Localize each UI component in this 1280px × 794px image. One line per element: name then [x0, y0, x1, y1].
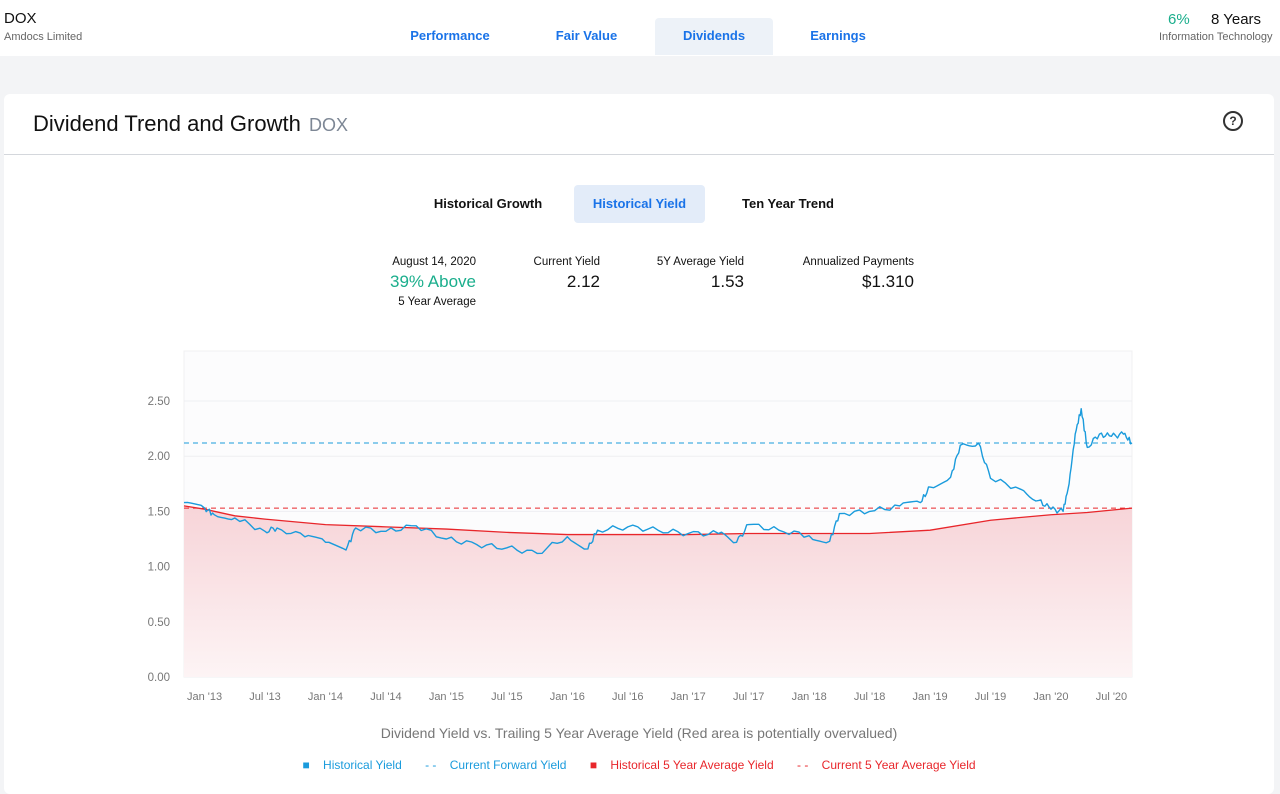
- stat-date: August 14, 2020: [392, 256, 476, 268]
- x-tick-label: Jul '18: [854, 691, 885, 703]
- payments-value: $1.310: [862, 272, 914, 291]
- chart-legend: ■ Historical Yield - - Current Forward Y…: [4, 758, 1274, 772]
- x-tick-label: Jul '13: [249, 691, 280, 703]
- card-title: Dividend Trend and Growth DOX: [33, 111, 348, 137]
- tab-performance[interactable]: Performance: [410, 28, 490, 43]
- x-tick-label: Jan '18: [792, 691, 827, 703]
- current-yield-value: 2.12: [566, 272, 600, 291]
- x-tick-label: Jul '19: [975, 691, 1006, 703]
- dividend-growth-percent: 6%: [1168, 11, 1190, 28]
- legend-label: Historical 5 Year Average Yield: [610, 758, 774, 772]
- y-tick-label: 1.00: [148, 562, 170, 574]
- x-tick-label: Jan '15: [429, 691, 464, 703]
- y-tick-label: 0.00: [148, 672, 170, 684]
- x-tick-label: Jan '13: [187, 691, 222, 703]
- card-title-text: Dividend Trend and Growth: [33, 111, 301, 136]
- subtab-ten-year-trend[interactable]: Ten Year Trend: [741, 196, 834, 211]
- x-tick-label: Jan '17: [671, 691, 706, 703]
- legend-label: Current 5 Year Average Yield: [821, 758, 976, 772]
- x-tick-label: Jan '19: [912, 691, 947, 703]
- y-tick-label: 2.50: [148, 396, 170, 408]
- x-tick-label: Jan '20: [1033, 691, 1068, 703]
- stat-current-yield: Current Yield 2.12: [504, 256, 600, 292]
- x-tick-label: Jul '20: [1096, 691, 1127, 703]
- dividend-growth-years: 8 Years: [1211, 11, 1262, 28]
- avg-yield-value: 1.53: [710, 272, 744, 291]
- payments-label: Annualized Payments: [802, 256, 914, 268]
- subtab-historical-yield[interactable]: Historical Yield: [574, 185, 705, 223]
- top-bar: DOX Amdocs Limited Performance Fair Valu…: [0, 0, 1280, 56]
- legend-label: Current Forward Yield: [449, 758, 567, 772]
- stat-above-average-sub: 5 Year Average: [398, 296, 476, 308]
- avg-yield-label: 5Y Average Yield: [656, 256, 744, 268]
- legend-historical-yield[interactable]: ■ Historical Yield: [297, 758, 406, 772]
- legend-marker: ■: [589, 758, 598, 772]
- y-tick-label: 1.50: [148, 506, 170, 518]
- historical-yield-line: [183, 408, 1133, 555]
- card-title-symbol: DOX: [308, 115, 348, 135]
- help-icon[interactable]: ?: [1223, 111, 1243, 131]
- legend-label: Historical Yield: [323, 758, 402, 772]
- y-tick-label: 2.00: [148, 451, 170, 463]
- x-tick-label: Jan '14: [308, 691, 343, 703]
- x-tick-label: Jul '15: [491, 691, 522, 703]
- subtab-historical-growth[interactable]: Historical Growth: [433, 196, 543, 211]
- x-tick-label: Jul '16: [612, 691, 643, 703]
- dividend-card: Dividend Trend and Growth DOX ? Historic…: [4, 94, 1274, 794]
- x-tick-label: Jul '14: [370, 691, 401, 703]
- avg-yield-line: [183, 505, 1133, 536]
- tab-fair-value[interactable]: Fair Value: [555, 28, 618, 43]
- legend-marker: ■: [302, 758, 310, 772]
- legend-marker: - -: [425, 758, 437, 772]
- chart-caption: Dividend Yield vs. Trailing 5 Year Avera…: [380, 725, 898, 741]
- legend-historical-5y-average[interactable]: ■ Historical 5 Year Average Yield: [585, 758, 779, 772]
- y-tick-label: 0.50: [148, 617, 170, 629]
- card-header: Dividend Trend and Growth DOX ?: [4, 94, 1274, 155]
- yield-chart[interactable]: 0.00 0.50 1.00 1.50 2.00 2.50 Jan '13 Jul '13 Ja…: [4, 94, 1274, 714]
- x-tick-label: Jul '17: [733, 691, 764, 703]
- stat-5y-average-yield: 5Y Average Yield 1.53: [624, 256, 744, 292]
- tab-earnings[interactable]: Earnings: [810, 28, 866, 43]
- x-tick-label: Jan '16: [550, 691, 585, 703]
- legend-current-forward-yield[interactable]: - - Current Forward Yield: [420, 758, 571, 772]
- stat-above-average: 39% Above: [389, 272, 476, 291]
- sector-label: Information Technology: [1159, 31, 1273, 43]
- current-yield-label: Current Yield: [533, 256, 600, 268]
- legend-marker: - -: [796, 758, 809, 772]
- stat-vs-average: August 14, 2020 39% Above 5 Year Average: [344, 256, 476, 308]
- tab-dividends[interactable]: Dividends: [655, 18, 773, 55]
- ticker-symbol: DOX: [4, 10, 37, 27]
- avg-yield-area: [184, 505, 1132, 677]
- legend-current-5y-average[interactable]: - - Current 5 Year Average Yield: [792, 758, 981, 772]
- stat-annualized-payments: Annualized Payments $1.310: [774, 256, 914, 292]
- company-name: Amdocs Limited: [4, 31, 83, 43]
